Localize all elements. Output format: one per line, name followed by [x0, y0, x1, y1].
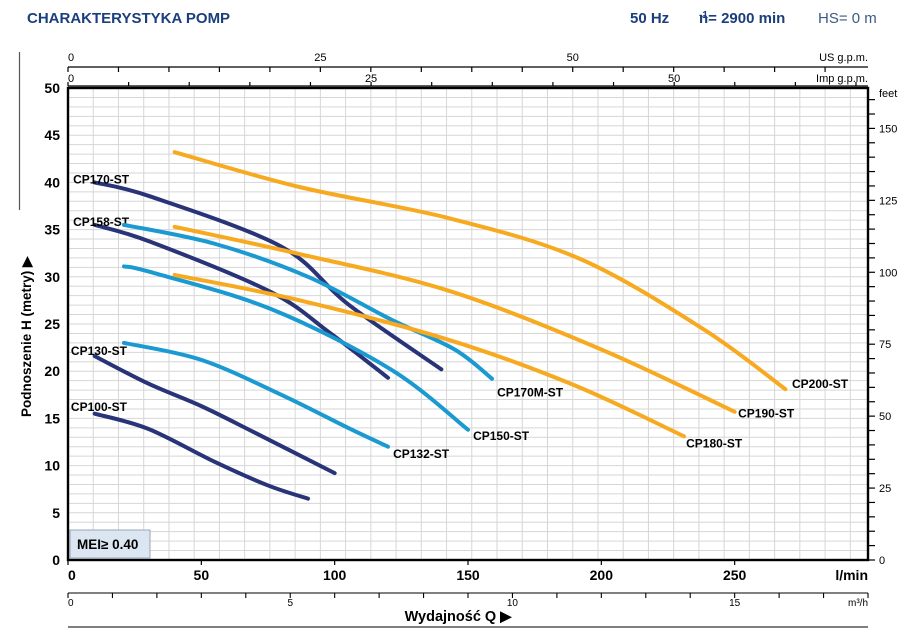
metry-tick-label: 35 [44, 222, 60, 238]
y-axis-title: Podnoszenie H (metry) ▶ [19, 255, 34, 417]
imp-gpm-tick-label: 25 [365, 73, 377, 85]
metry-tick-label: 45 [44, 127, 60, 143]
imp-gpm-tick-label: 0 [68, 73, 74, 85]
curve-CP132-ST [122, 340, 390, 449]
curve-label-CP200-ST: CP200-ST [792, 377, 849, 391]
us-gpm-tick-label: 0 [68, 52, 74, 64]
lmin-tick-label: 0 [68, 567, 76, 583]
mei-badge-box [69, 529, 151, 559]
m3h-tick-label: 5 [287, 598, 293, 609]
lmin-tick-label: 100 [323, 567, 347, 583]
imp-gpm-tick-label: 50 [668, 73, 680, 85]
curve-label-CP180-ST: CP180-ST [686, 437, 743, 451]
curve-CP150-ST [122, 264, 470, 432]
lmin-tick-label: 150 [456, 567, 480, 583]
mei-badge-label: MEI≥ 0.40 [77, 537, 138, 552]
metry-tick-label: 50 [44, 80, 60, 96]
curve-label-CP190-ST: CP190-ST [738, 406, 795, 420]
curve-CP190-ST [172, 224, 737, 414]
feet-tick-label: 125 [879, 195, 897, 207]
header-conditions: 50 Hz n= 2900 min -1 HS= 0 m [0, 10, 906, 30]
curve-CP200-ST [172, 150, 788, 392]
metry-tick-label: 15 [44, 410, 60, 426]
metry-tick-label: 30 [44, 269, 60, 285]
curve-CP170-ST [92, 180, 444, 372]
metry-tick-label: 5 [52, 505, 60, 521]
m3h-unit-label: m³/h [848, 598, 868, 609]
imp-gpm-unit-label: Imp g.p.m. [816, 73, 868, 85]
us-gpm-tick-label: 25 [314, 52, 326, 64]
metry-tick-label: 10 [44, 458, 60, 474]
feet-tick-label: 50 [879, 411, 891, 423]
suction-head-value: HS= 0 m [818, 10, 877, 27]
curve-label-CP132-ST: CP132-ST [393, 447, 450, 461]
curve-label-CP150-ST: CP150-ST [473, 429, 530, 443]
feet-tick-label: 25 [879, 483, 891, 495]
curve-CP130-ST [92, 354, 337, 476]
feet-unit-label: feet [879, 88, 897, 100]
x-axis-title: Wydajność Q ▶ [405, 609, 514, 625]
metry-tick-label: 25 [44, 316, 60, 332]
frequency-value: 50 Hz [630, 10, 670, 27]
curve-label-CP100-ST: CP100-ST [71, 400, 128, 414]
page-title: CHARAKTERYSTYKA POMP [27, 10, 231, 27]
metry-tick-label: 20 [44, 363, 60, 379]
lmin-tick-label: 50 [194, 567, 210, 583]
speed-value: n= 2900 min -1 [699, 10, 786, 27]
m3h-tick-label: 10 [507, 598, 519, 609]
us-gpm-unit-label: US g.p.m. [819, 52, 868, 64]
feet-tick-label: 75 [879, 339, 891, 351]
lmin-unit-label: l/min [835, 567, 868, 583]
lmin-tick-label: 250 [723, 567, 747, 583]
curve-CP100-ST [92, 411, 310, 501]
metry-tick-label: 40 [44, 174, 60, 190]
curve-label-CP130-ST: CP130-ST [71, 344, 128, 358]
curve-CP180-ST [172, 272, 686, 439]
metry-tick-label: 0 [52, 552, 60, 568]
m3h-tick-label: 0 [68, 598, 74, 609]
m3h-tick-label: 15 [729, 598, 741, 609]
feet-tick-label: 100 [879, 267, 897, 279]
curve-CP170M-ST [122, 222, 494, 381]
curve-label-CP170-ST: CP170-ST [73, 172, 130, 186]
feet-tick-label: 0 [879, 555, 885, 567]
curve-label-CP170M-ST: CP170M-ST [497, 386, 564, 400]
lmin-tick-label: 200 [590, 567, 614, 583]
curve-label-CP158-ST: CP158-ST [73, 215, 130, 229]
us-gpm-tick-label: 50 [567, 52, 579, 64]
feet-tick-label: 150 [879, 123, 897, 135]
